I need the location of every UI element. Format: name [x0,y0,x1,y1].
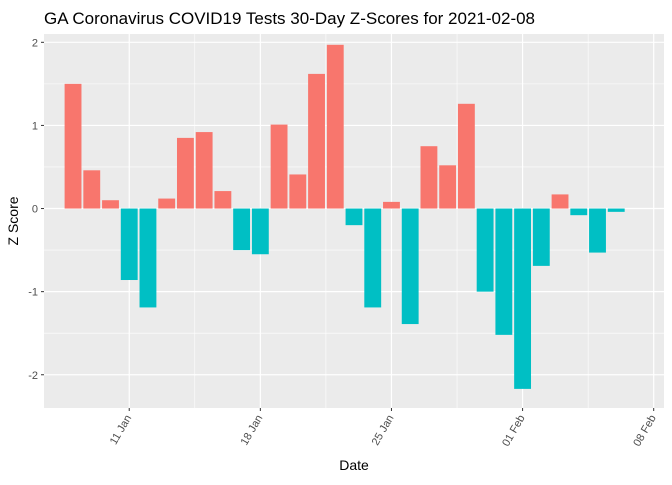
bar [345,208,363,226]
bar [589,208,606,253]
bar [308,73,325,209]
bar [270,124,288,209]
y-tick-label: -1 [28,287,38,299]
chart-title: GA Coronavirus COVID19 Tests 30-Day Z-Sc… [44,9,535,28]
bar [214,191,232,209]
bar [514,208,532,389]
bar [495,208,513,335]
x-tick-label: 08 Feb [631,413,659,449]
bar [420,146,438,209]
x-tick-label: 25 Jan [370,413,397,448]
bar [401,208,419,325]
bar [457,103,475,209]
bar [120,208,138,281]
bar [439,165,457,209]
x-tick-label: 01 Feb [500,413,528,449]
y-tick-label: 2 [32,37,38,49]
bar [383,201,400,209]
y-tick-label: 0 [32,204,38,216]
bar [476,208,494,292]
bar [176,137,194,209]
bar [607,208,625,212]
bar [139,208,157,308]
bar [233,208,251,251]
bar [326,44,344,209]
bar [364,208,382,308]
bars [64,44,625,389]
x-tick-label: 18 Jan [239,413,266,448]
bar [64,83,82,209]
bar [102,200,119,209]
x-axis: 11 Jan 18 Jan 25 Jan 01 Feb 08 Feb [108,408,659,449]
y-tick-label: -2 [28,370,38,382]
y-axis: -2 -1 0 1 2 [28,37,44,382]
bar [195,132,213,209]
x-axis-label: Date [339,457,369,473]
bar [251,208,269,255]
y-axis-label: Z Score [5,196,21,245]
bar [289,174,307,209]
bar [158,198,176,209]
bar [570,208,588,216]
bar [551,194,569,209]
y-tick-label: 1 [32,120,38,132]
bar [83,170,101,209]
bar [532,208,550,266]
x-tick-label: 11 Jan [108,413,135,447]
